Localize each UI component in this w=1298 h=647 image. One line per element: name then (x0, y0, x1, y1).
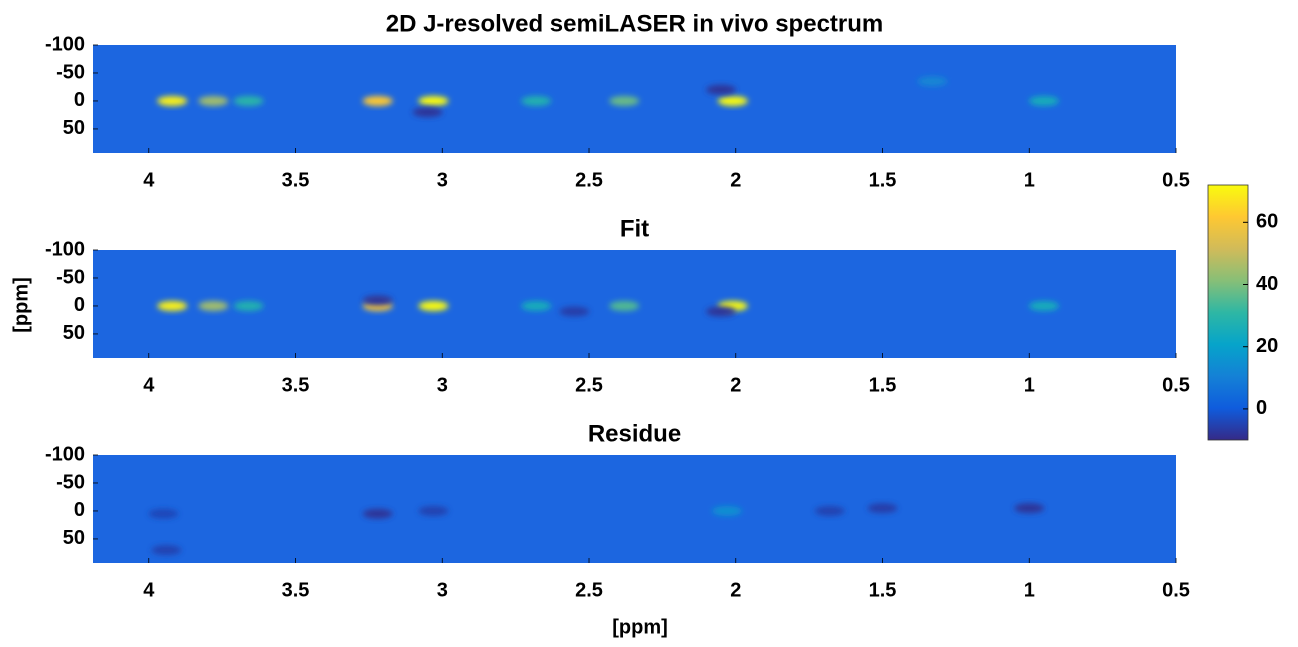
x-tick-label: 3.5 (282, 374, 310, 396)
peak (151, 545, 181, 555)
panel-title: Residue (588, 420, 681, 447)
x-tick-label: 3 (437, 374, 448, 396)
peak (363, 509, 393, 519)
peak (1014, 503, 1044, 513)
y-tick-label: 0 (74, 499, 85, 521)
x-tick-label: 1.5 (869, 579, 897, 601)
y-tick-label: -50 (56, 471, 85, 493)
y-tick-label: -100 (45, 33, 85, 55)
peak (706, 307, 736, 317)
y-tick-label: -50 (56, 266, 85, 288)
colorbar (1208, 185, 1248, 440)
colorbar-tick-label: 0 (1256, 397, 1267, 419)
x-tick-label: 0.5 (1162, 374, 1190, 396)
peak (609, 96, 639, 106)
peak (363, 96, 393, 106)
x-axis-label: [ppm] (612, 616, 668, 638)
peak (234, 96, 264, 106)
x-tick-label: 1 (1024, 374, 1035, 396)
peak (868, 503, 898, 513)
peak (418, 301, 448, 311)
y-tick-label: -50 (56, 61, 85, 83)
x-tick-label: 2.5 (575, 374, 603, 396)
peak (706, 85, 736, 95)
x-tick-label: 0.5 (1162, 169, 1190, 191)
peak (198, 301, 228, 311)
x-tick-label: 2.5 (575, 579, 603, 601)
peak (363, 295, 393, 305)
x-tick-label: 1.5 (869, 374, 897, 396)
peak (157, 96, 187, 106)
peak (712, 506, 742, 516)
peak (521, 96, 551, 106)
peak (718, 96, 748, 106)
y-tick-label: 0 (74, 294, 85, 316)
colorbar-tick-label: 60 (1256, 211, 1278, 233)
x-tick-label: 3.5 (282, 579, 310, 601)
x-tick-label: 2 (730, 579, 741, 601)
y-tick-label: -100 (45, 443, 85, 465)
x-tick-label: 3 (437, 579, 448, 601)
peak (559, 307, 589, 317)
x-tick-label: 1 (1024, 169, 1035, 191)
panel-title: Fit (620, 215, 649, 242)
x-tick-label: 0.5 (1162, 579, 1190, 601)
x-tick-label: 4 (143, 579, 155, 601)
y-tick-label: 50 (63, 117, 85, 139)
colorbar-tick-label: 40 (1256, 273, 1278, 295)
x-tick-label: 3 (437, 169, 448, 191)
peak (609, 301, 639, 311)
chart: [ppm] [ppm] 2D J-resolved semiLASER in v… (0, 0, 1298, 642)
x-tick-label: 1 (1024, 579, 1035, 601)
x-tick-label: 4 (143, 374, 155, 396)
x-tick-label: 1.5 (869, 169, 897, 191)
plot-area (93, 455, 1176, 563)
peak (198, 96, 228, 106)
peak (418, 506, 448, 516)
y-axis-label: [ppm] (10, 277, 32, 333)
y-tick-label: 50 (63, 322, 85, 344)
peak (815, 506, 845, 516)
x-tick-label: 3.5 (282, 169, 310, 191)
x-tick-label: 2 (730, 374, 741, 396)
peak (917, 76, 947, 86)
peak (418, 96, 448, 106)
panel-title: 2D J-resolved semiLASER in vivo spectrum (386, 10, 884, 37)
peak (234, 301, 264, 311)
y-tick-label: 0 (74, 89, 85, 111)
peak (1029, 96, 1059, 106)
x-tick-label: 2.5 (575, 169, 603, 191)
peak (1029, 301, 1059, 311)
y-tick-label: -100 (45, 238, 85, 260)
colorbar-tick-label: 20 (1256, 335, 1278, 357)
peak (413, 107, 443, 117)
peak (521, 301, 551, 311)
peak (148, 509, 178, 519)
peak (157, 301, 187, 311)
x-tick-label: 4 (143, 169, 155, 191)
x-tick-label: 2 (730, 169, 741, 191)
y-tick-label: 50 (63, 527, 85, 549)
